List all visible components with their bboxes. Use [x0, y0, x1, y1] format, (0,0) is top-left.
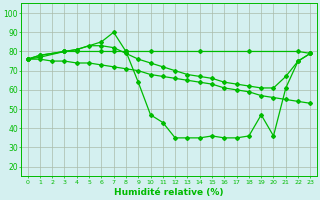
X-axis label: Humidité relative (%): Humidité relative (%)	[114, 188, 224, 197]
